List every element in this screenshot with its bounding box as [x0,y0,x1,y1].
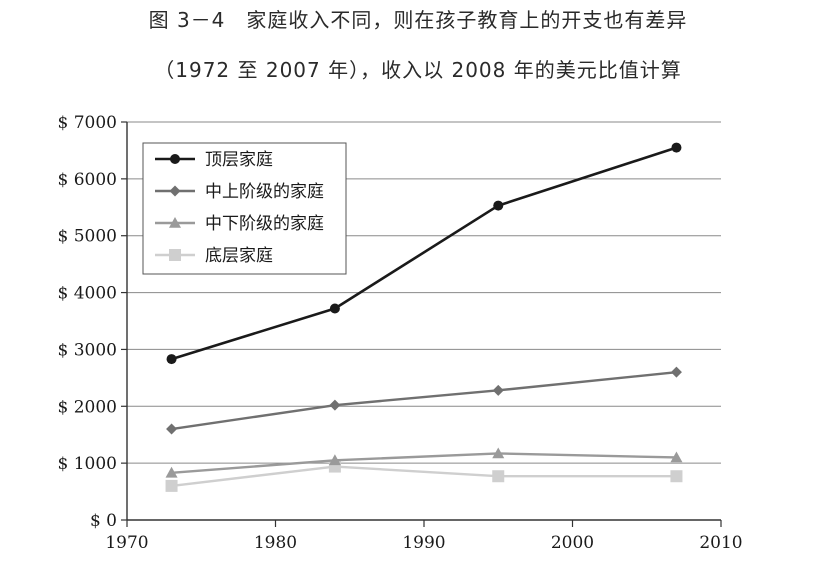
series-2 [166,366,682,435]
data-point [166,423,178,435]
data-point [670,366,682,378]
chart-subtitle: （1972 至 2007 年），收入以 2008 年的美元比值计算 [154,58,682,82]
legend-swatch-marker [169,185,181,197]
series-line [171,452,677,475]
data-point [329,399,341,411]
legend-label: 顶层家庭 [205,150,273,170]
y-tick-label: $ 6000 [58,170,117,190]
data-point [328,454,341,466]
series-layer [165,142,683,492]
series-3 [165,447,683,478]
x-tick-label: 1970 [105,533,148,553]
x-tick-label: 2010 [699,533,742,553]
data-point [492,384,504,396]
data-point [492,470,505,483]
y-tick-label: $ 3000 [58,340,117,360]
y-tick-label: $ 0 [90,511,117,531]
data-point [670,451,683,463]
data-point [493,200,504,211]
data-point [329,303,340,314]
legend-label: 底层家庭 [205,246,273,266]
series-line [171,465,677,488]
legend-item: 底层家庭 [155,246,273,266]
legend-item: 顶层家庭 [155,150,273,170]
series-1 [166,142,682,365]
data-point [492,447,505,459]
legend-label: 中上阶级的家庭 [205,182,324,202]
data-point [165,466,178,478]
data-point [671,142,682,153]
series-4 [165,460,683,492]
legend-swatch-marker [170,154,180,164]
legend-item: 中上阶级的家庭 [155,182,324,202]
data-point [670,470,683,483]
x-tick-label: 1980 [254,533,297,553]
x-tick-label: 2000 [551,533,594,553]
series-line [171,370,677,431]
y-tick-label: $ 5000 [58,227,117,247]
data-point [165,479,178,492]
legend-label: 中下阶级的家庭 [205,214,324,234]
legend-swatch-marker [169,217,181,228]
legend-swatch-marker [169,249,181,261]
chart-title: 图 3－4 家庭收入不同，则在孩子教育上的开支也有差异 [148,8,688,32]
data-point [166,354,177,365]
legend-item: 中下阶级的家庭 [155,214,324,234]
series-line [171,146,677,361]
y-tick-label: $ 4000 [58,284,117,304]
y-tick-label: $ 1000 [58,454,117,474]
axis-layer: $ 0 $ 1000 $ 2000 $ 3000 $ 4000 $ 5000 $ 6000 $… [58,113,743,553]
y-tick-label: $ 7000 [58,113,117,133]
y-tick-label: $ 2000 [58,397,117,417]
x-tick-label: 1990 [402,533,445,553]
title-block: 图 3－4 家庭收入不同，则在孩子教育上的开支也有差异 （1972 至 2007… [0,6,836,84]
